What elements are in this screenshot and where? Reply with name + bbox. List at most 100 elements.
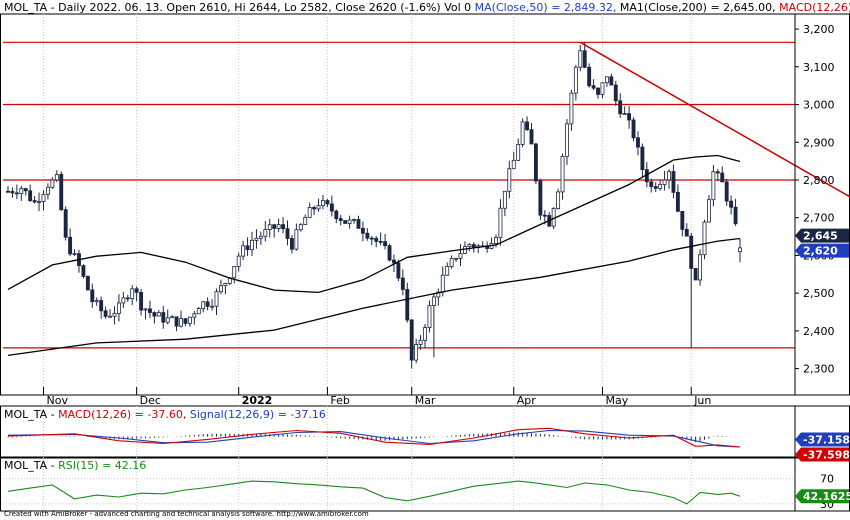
candle-body <box>99 300 104 312</box>
candle-body <box>631 119 636 139</box>
candle-body <box>383 241 388 247</box>
candle-body <box>343 220 348 224</box>
rsi-value-badge-bg <box>795 489 849 504</box>
ma200-line <box>7 237 741 357</box>
candle-body <box>112 312 117 317</box>
candle-body <box>707 199 711 223</box>
candle-body <box>427 305 432 328</box>
candle-body <box>400 277 405 290</box>
candle-body <box>649 181 654 187</box>
candle-body <box>556 191 561 209</box>
candle-body <box>724 181 729 202</box>
candle-body <box>223 283 228 287</box>
candle-body <box>334 210 339 220</box>
candle-body <box>50 179 55 188</box>
candle-body <box>715 171 720 174</box>
candle-body <box>316 205 321 210</box>
candle-body <box>219 285 223 293</box>
candle-body <box>667 171 671 181</box>
candle-body <box>28 190 33 201</box>
date-label: Feb <box>330 394 349 407</box>
ma200-value-badge-bg <box>795 228 849 243</box>
candle-body <box>254 237 259 241</box>
candle-body <box>196 308 201 315</box>
candle-body <box>45 186 50 195</box>
candle-body <box>321 200 325 207</box>
candle-body <box>165 317 170 323</box>
candle-body <box>569 92 574 125</box>
ma200-value-badge: 2,645 <box>795 228 849 243</box>
candle-body <box>94 300 99 303</box>
moving-averages <box>7 154 741 357</box>
candle-body <box>609 76 614 86</box>
date-label: Apr <box>517 394 537 407</box>
price-tick-label: 2,900 <box>803 136 835 149</box>
candle-body <box>671 171 676 193</box>
candle-body <box>148 308 152 313</box>
candle-body <box>378 240 383 243</box>
candle-body <box>409 319 414 361</box>
candle-body <box>352 219 356 221</box>
candle-body <box>41 193 46 202</box>
candle-body <box>396 262 401 279</box>
candle-body <box>618 100 623 115</box>
candle-body <box>236 255 241 267</box>
candle-body <box>187 316 192 324</box>
macd-label: MACD(12,26) = -37.60, <box>58 408 187 421</box>
candle-body <box>258 235 263 239</box>
close-value-badge: 2,620 <box>795 243 849 258</box>
candle-body <box>170 316 175 319</box>
close-value-badge-bg <box>795 243 849 258</box>
candle-body <box>298 224 303 231</box>
candle-body <box>6 190 10 193</box>
candle-body <box>369 237 374 240</box>
candle-body <box>103 310 108 317</box>
candle-body <box>702 221 707 256</box>
candle-body <box>90 289 95 303</box>
candle-body <box>263 229 268 237</box>
candle-body <box>684 228 689 237</box>
date-label: Nov <box>46 394 68 407</box>
date-label: Jun <box>693 394 711 407</box>
candle-body <box>285 228 290 239</box>
price-tick-label: 2,800 <box>803 174 835 187</box>
candle-body <box>72 253 77 255</box>
candle-body <box>698 254 703 281</box>
candle-body <box>68 236 73 255</box>
candle-body <box>303 216 308 225</box>
candle-body <box>640 146 645 171</box>
macd-line <box>7 427 741 448</box>
candle-body <box>445 265 450 276</box>
rsi-value-badge-text: 42.1625 <box>803 490 850 503</box>
candle-body <box>711 171 716 201</box>
candle-body <box>245 245 250 251</box>
candle-body <box>152 312 157 317</box>
candle-body <box>347 219 352 224</box>
candle-body <box>733 206 738 225</box>
price-tick-label: 2,400 <box>803 325 835 338</box>
candle-body <box>689 235 694 269</box>
candle-body <box>37 201 41 203</box>
candle-body <box>538 180 543 216</box>
candle-body <box>356 219 361 229</box>
candle-body <box>10 191 15 194</box>
candle-body <box>81 265 86 277</box>
candle-body <box>108 315 112 318</box>
candle-body <box>23 188 28 192</box>
candle-body <box>542 214 547 217</box>
candle-body <box>121 297 126 304</box>
candle-body <box>281 224 285 230</box>
price-candles <box>6 42 742 369</box>
candle-body <box>449 258 454 267</box>
candle-body <box>276 224 281 229</box>
price-header-info: MOL_TA - Daily 2022. 06. 13. Open 2610, … <box>4 1 472 14</box>
candle-body <box>183 318 188 324</box>
candle-body <box>454 257 459 260</box>
candle-body <box>440 274 445 293</box>
candle-body <box>161 312 166 323</box>
rsi-header-prefix: MOL_TA - <box>4 459 55 472</box>
signal-value-badge-bg <box>795 432 849 447</box>
candle-body <box>693 268 698 281</box>
candle-body <box>636 137 640 148</box>
candle-body <box>738 247 742 253</box>
